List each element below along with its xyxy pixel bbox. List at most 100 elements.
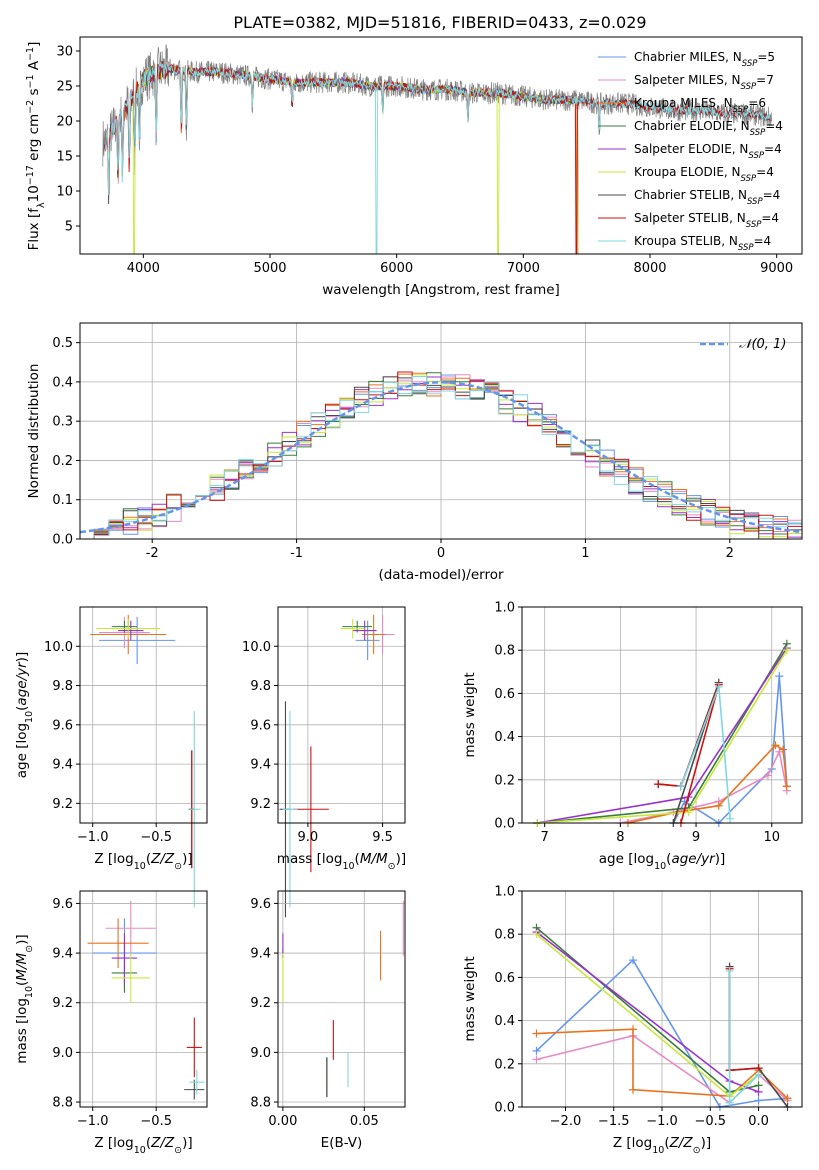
label-part: 10 [134,1145,146,1156]
x-tick-label: 10 [763,830,780,845]
y-tick-label: 9.8 [250,679,271,694]
weight-vs-metallicity-panel: −2.0 −1.5 −1.0 −0.5 0.0 0.0 0.2 0.4 0.6 0.8 1.0 Z [… [462,885,803,1156]
label-part: )] [14,652,30,663]
x-tick-label: 0 [437,546,445,561]
x-tick-label: 4000 [127,261,160,276]
ylabel-part: Flux [f [26,207,42,251]
y-tick-label: 0.6 [494,971,515,986]
age-vs-mass-panel: 9.0 9.5 9.2 9.4 9.6 9.8 10.0 mass [log10(M/M⊙)] [242,606,406,918]
label-part: yr [14,661,30,677]
label-part: Z [682,1135,693,1151]
legend-label-salpeter_miles: Salpeter MILES, NSSP=7 [634,73,774,92]
spectrum-lines [102,43,772,254]
legend-label-kroupa_stelib: Kroupa STELIB, NSSP=4 [634,234,771,253]
residual-legend: 𝒩(0, 1) [700,337,786,352]
weight-marker-kroupa_stelib [725,966,734,975]
label-part: Z [log [94,1135,133,1151]
xlabel: mass [log10(M/M⊙)] [277,851,406,872]
spectrum-ylabel: Flux [fλ10−17 erg cm−2 s−1 A−1] [25,42,47,251]
weight-marker-kroupa_stelib [726,814,735,823]
y-tick-label: 10.0 [242,640,271,655]
weight-marker-salpeter_elodie [754,1087,763,1096]
legend-name: Chabrier MILES, N [634,50,742,64]
x-tick-label: 0.0 [748,1114,769,1129]
weight-marker-kroupa_elodie [782,646,791,655]
label-part: )] [396,851,407,867]
legend-sub: SSP [733,105,749,115]
axes: −1.0 −0.5 9.2 9.4 9.6 9.8 10.0 [44,606,208,845]
label-part: M [14,952,30,964]
x-tick-label: 9000 [760,261,793,276]
axes-frame [521,606,803,824]
label-part: 10 [342,861,354,872]
label-part: M [376,851,388,867]
x-tick-label: −2.0 [550,1114,582,1129]
ylabel-part: λ [36,202,47,208]
x-tick-label: 0.05 [350,1114,379,1129]
axes: 0.00 0.05 8.8 9.0 9.2 9.4 9.6 [250,890,406,1129]
y-tick-label: 25 [56,80,73,95]
legend-nssp: =4 [756,165,774,179]
x-tick-label: −0.5 [140,830,172,845]
x-tick-label: 7 [541,830,549,845]
y-tick-label: 0.2 [52,454,73,469]
weight-marker-kroupa_miles [629,1025,638,1034]
spectrum-xlabel: wavelength [Angstrom, rest frame] [322,282,560,298]
y-tick-label: 0.6 [494,687,515,702]
label-part: mass weight [462,956,478,1041]
weight-marker-kroupa_stelib [725,1098,734,1107]
legend-sub: SSP [746,220,762,230]
x-tick-label: 6000 [380,261,413,276]
weight-marker-kroupa_miles [771,741,780,750]
axes-frame [79,890,208,1108]
x-tick-label: −0.5 [694,1114,726,1129]
spectrum-panel: 4000 5000 6000 7000 8000 9000 5 10 15 20 25 30 wave… [25,36,803,298]
y-tick-label: 0.4 [52,375,73,390]
y-tick-label: 9.6 [52,718,73,733]
age-vs-metallicity-panel: −1.0 −0.59.29.49.69.810.0Z [log10(Z/Z⊙)]a… [14,606,208,908]
legend-sub: SSP [750,128,766,138]
residual-xlabel: (data-model)/error [378,567,504,583]
grid [278,891,405,1107]
label-part: yr [700,851,716,867]
gaussian-curve [80,381,802,534]
ylabel-part: −1 [25,47,36,61]
label-part: Z [164,1135,175,1151]
label-part: ( [14,706,30,711]
xlabel: age [log10(age/yr)] [599,851,725,872]
y-tick-label: 30 [56,45,73,60]
grid [80,891,207,1107]
label-part: ( [146,851,151,867]
y-tick-label: 0.8 [494,928,515,943]
weight-marker-kroupa_miles [783,1094,792,1103]
ylabel: mass weight [462,672,478,757]
label-part: M/ [14,963,30,981]
histogram-kroupa_stelib [80,376,802,539]
y-tick-label: 9.6 [52,897,73,912]
y-tick-label: 9.2 [52,797,73,812]
axes-frame [277,606,406,824]
y-tick-label: 9.4 [250,758,271,773]
legend-name: Salpeter MILES, N [634,73,741,87]
label-part: Z [log [94,851,133,867]
label-part: ( [355,851,360,867]
ylabel-part: ] [26,42,42,47]
xlabel: Z [log10(Z/Z⊙)] [94,1135,192,1156]
weight-marker-salpeter_stelib [654,780,663,789]
legend-name: Kroupa MILES, N [634,96,733,110]
weight-line-chabrier_elodie [537,643,788,824]
axes-frame [79,606,208,824]
x-tick-label: 5000 [253,261,286,276]
legend-nssp: =5 [757,50,775,64]
label-part: mass [log [277,851,343,867]
y-tick-label: 0.4 [494,1014,515,1029]
label-part: 10 [652,1145,664,1156]
y-tick-label: 20 [56,115,73,130]
y-tick-label: 0.4 [494,730,515,745]
y-tick-label: 0.0 [52,533,73,548]
x-tick-label: -2 [146,546,159,561]
label-part: )] [182,851,193,867]
legend-nssp: =4 [754,234,772,248]
residual-ylabel: Normed distribution [26,364,42,499]
